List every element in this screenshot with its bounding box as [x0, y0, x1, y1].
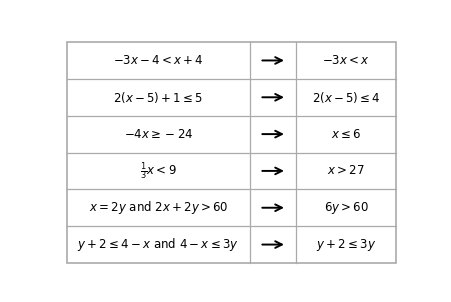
Text: $y + 2 \leq 4 - x$ and $4 - x \leq 3y$: $y + 2 \leq 4 - x$ and $4 - x \leq 3y$	[77, 236, 239, 253]
Text: $2(x - 5) + 1 \leq 5$: $2(x - 5) + 1 \leq 5$	[113, 90, 203, 105]
Text: $6y > 60$: $6y > 60$	[323, 200, 368, 216]
Text: $x = 2y$ and $2x + 2y > 60$: $x = 2y$ and $2x + 2y > 60$	[88, 199, 228, 216]
Text: $\frac{1}{3}x < 9$: $\frac{1}{3}x < 9$	[140, 160, 176, 182]
Text: $-4x \geq -24$: $-4x \geq -24$	[124, 128, 193, 141]
Text: $-3x - 4 < x + 4$: $-3x - 4 < x + 4$	[113, 54, 203, 67]
Text: $x > 27$: $x > 27$	[327, 164, 364, 177]
Text: $y + 2 \leq 3y$: $y + 2 \leq 3y$	[315, 236, 375, 252]
Text: $x \leq 6$: $x \leq 6$	[330, 128, 360, 141]
Text: $-3x < x$: $-3x < x$	[322, 54, 369, 67]
Text: $2(x - 5) \leq 4$: $2(x - 5) \leq 4$	[311, 90, 380, 105]
